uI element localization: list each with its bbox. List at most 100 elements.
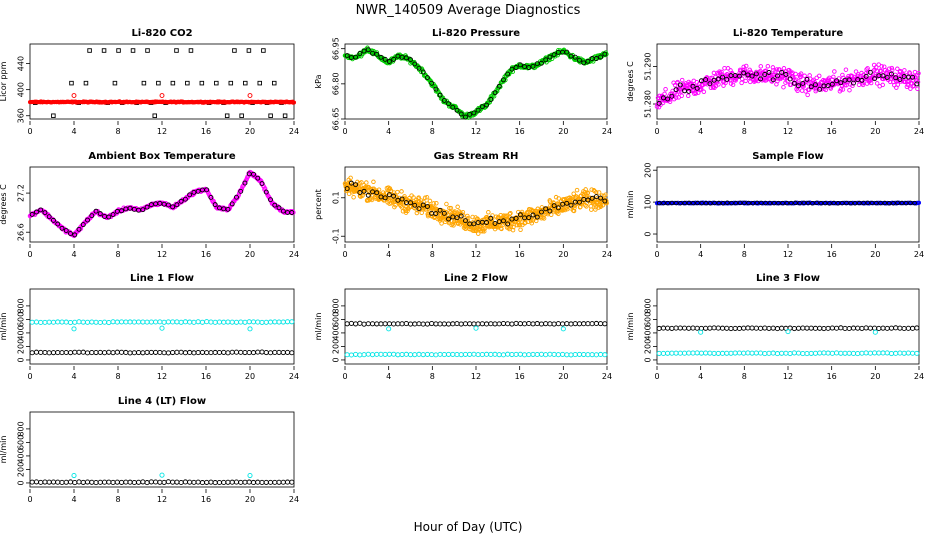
data-point xyxy=(395,321,401,327)
data-point xyxy=(888,325,895,331)
data-point xyxy=(840,87,846,92)
y-axis-label: ml/min xyxy=(314,313,323,341)
data-point xyxy=(101,350,108,356)
data-point xyxy=(551,351,557,357)
data-point xyxy=(589,207,594,212)
data-point xyxy=(140,350,146,356)
y-tick-label: 66.65 xyxy=(332,108,341,131)
data-point xyxy=(46,350,52,356)
data-point xyxy=(783,350,789,356)
data-point xyxy=(737,200,743,206)
data-point xyxy=(403,55,409,61)
y-tick-label: 200 xyxy=(332,339,341,354)
x-tick-label: 12 xyxy=(471,250,481,259)
data-point xyxy=(562,196,567,202)
data-point xyxy=(848,200,854,206)
data-point xyxy=(543,206,549,212)
x-tick-label: 16 xyxy=(827,372,837,381)
data-point xyxy=(484,220,490,225)
data-point xyxy=(157,349,163,356)
data-point xyxy=(665,325,671,331)
data-point xyxy=(743,63,749,69)
data-point xyxy=(767,200,773,206)
data-point xyxy=(555,352,561,358)
data-point xyxy=(603,192,608,198)
data-point xyxy=(850,325,857,331)
x-tick-label: 0 xyxy=(27,250,32,259)
data-point xyxy=(144,204,150,210)
data-point xyxy=(191,319,197,325)
data-point xyxy=(374,190,380,196)
data-point xyxy=(374,321,380,327)
data-point xyxy=(799,88,805,93)
data-point xyxy=(543,352,549,358)
data-point xyxy=(144,319,150,325)
data-point xyxy=(375,196,380,202)
data-point xyxy=(50,319,57,325)
data-point xyxy=(543,57,549,63)
data-point xyxy=(665,350,671,356)
data-point xyxy=(216,319,223,325)
data-point xyxy=(387,186,393,191)
data-point xyxy=(71,93,77,98)
data-point xyxy=(703,77,709,83)
data-point xyxy=(238,349,244,355)
y-axis-label: ml/min xyxy=(626,191,635,219)
data-point xyxy=(116,48,121,53)
data-point xyxy=(914,325,920,331)
data-point xyxy=(178,479,184,486)
data-point xyxy=(850,83,855,89)
data-point xyxy=(812,325,819,331)
data-point xyxy=(593,352,599,358)
data-point xyxy=(770,350,776,356)
data-point xyxy=(174,479,180,485)
data-point xyxy=(391,321,397,327)
data-point xyxy=(272,319,278,325)
data-point xyxy=(915,86,920,92)
data-point xyxy=(386,321,392,327)
data-point xyxy=(905,325,911,331)
x-tick-label: 24 xyxy=(289,372,299,381)
data-point xyxy=(739,76,745,82)
data-point xyxy=(690,200,696,206)
data-point xyxy=(455,204,460,210)
data-point xyxy=(685,93,691,99)
panel-title: Gas Stream RH xyxy=(434,151,519,162)
data-point xyxy=(89,213,95,219)
data-point xyxy=(914,81,920,87)
data-point xyxy=(770,65,776,70)
data-point xyxy=(777,67,782,72)
data-point xyxy=(429,320,435,327)
data-point xyxy=(242,180,248,186)
data-point xyxy=(348,175,353,181)
data-point xyxy=(732,350,738,356)
data-point xyxy=(114,319,120,325)
data-point xyxy=(899,200,905,206)
data-point xyxy=(187,192,193,198)
data-point xyxy=(551,52,557,58)
data-point xyxy=(59,319,65,325)
data-point xyxy=(263,189,269,195)
data-point xyxy=(376,187,382,192)
data-point xyxy=(255,319,261,325)
x-tick-label: 20 xyxy=(245,127,255,136)
panel-boxtemp: Ambient Box Temperature degrees C 0 4 8 12 16 2… xyxy=(0,151,299,259)
data-point xyxy=(391,56,397,62)
data-point xyxy=(458,111,464,117)
data-point xyxy=(433,211,439,217)
data-point xyxy=(407,321,414,327)
data-point xyxy=(479,104,485,110)
data-point xyxy=(140,479,146,485)
data-point xyxy=(834,325,840,331)
x-tick-label: 24 xyxy=(602,372,612,381)
data-point xyxy=(280,319,286,325)
data-point xyxy=(829,325,835,331)
data-point xyxy=(501,77,506,83)
data-point xyxy=(391,193,397,199)
data-point xyxy=(695,200,700,206)
data-point xyxy=(817,350,823,356)
data-point xyxy=(827,201,832,206)
data-point xyxy=(602,198,608,204)
data-point xyxy=(238,479,244,485)
plot-frame xyxy=(656,288,920,365)
